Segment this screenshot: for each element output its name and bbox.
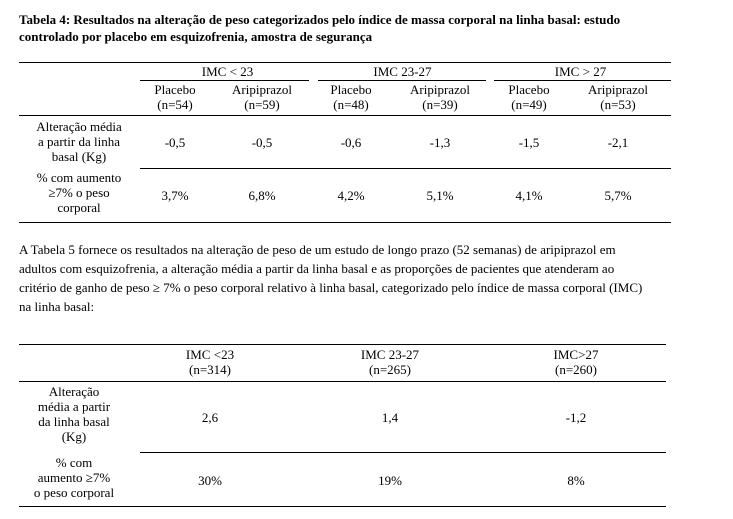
arm-name: Aripiprazol — [232, 82, 292, 97]
table5-cell: -1,2 — [565, 410, 587, 425]
table4-group-header: IMC 23-27 — [373, 64, 432, 79]
row-label-line: da linha basal — [38, 414, 110, 429]
table5-column-header: IMC 23-27 (n=265) — [320, 347, 460, 377]
paragraph-line: critério de ganho de peso ≥ 7% o peso co… — [19, 280, 643, 295]
paragraph-line: na linha basal: — [19, 299, 95, 314]
arm-name: Aripiprazol — [410, 82, 470, 97]
table5-top-rule — [19, 344, 666, 345]
table4-arm-header: Aripiprazol (n=59) — [222, 82, 302, 112]
row-label-line: média a partir — [37, 399, 111, 414]
body-paragraph: A Tabela 5 fornece os resultados na alte… — [19, 240, 725, 316]
table5-row-label: Alteração média a partir da linha basal … — [19, 384, 129, 444]
table5-row-label: % com aumento ≥7% o peso corporal — [19, 455, 129, 500]
table4-cell: -2,1 — [607, 135, 629, 150]
table5-cell: 19% — [378, 473, 402, 488]
arm-name: Placebo — [508, 82, 550, 97]
table5-column-header: IMC <23 (n=314) — [140, 347, 280, 377]
table4-title-line1: Tabela 4: Resultados na alteração de pes… — [19, 12, 621, 27]
column-name: IMC 23-27 — [360, 347, 420, 362]
column-n: (n=265) — [369, 362, 411, 377]
arm-n: (n=53) — [600, 97, 636, 112]
table4-row-label: % com aumento ≥7% o peso corporal — [19, 170, 139, 215]
table4-header-rule — [19, 115, 671, 116]
table4-cell: -1,5 — [518, 135, 540, 150]
arm-n: (n=59) — [244, 97, 280, 112]
column-name: IMC>27 — [553, 347, 599, 362]
table4-bottom-rule — [19, 222, 671, 223]
table4-group-header: IMC > 27 — [554, 64, 607, 79]
row-label-line: corporal — [57, 200, 101, 215]
table4-group-rule — [494, 80, 671, 81]
table5-bottom-rule — [19, 506, 666, 507]
table4-cell: 4,2% — [337, 188, 365, 203]
table5-column-header: IMC>27 (n=260) — [506, 347, 646, 377]
arm-name: Placebo — [330, 82, 372, 97]
table4-arm-header: Aripiprazol (n=53) — [578, 82, 658, 112]
row-label-line: a partir da linha — [38, 134, 120, 149]
table4-title-line2: controlado por placebo em esquizofrenia,… — [19, 29, 373, 44]
arm-n: (n=39) — [422, 97, 458, 112]
table4-group-rule — [318, 80, 486, 81]
column-name: IMC <23 — [185, 347, 235, 362]
row-label-line: aumento ≥7% — [37, 470, 111, 485]
row-label-line: % com aumento — [36, 170, 122, 185]
arm-n: (n=48) — [333, 97, 369, 112]
table5-header-rule — [19, 381, 666, 382]
row-label-line: (Kg) — [61, 429, 87, 444]
table4-group-header: IMC < 23 — [201, 64, 254, 79]
table4-cell: 5,1% — [426, 188, 454, 203]
table4-cell: 3,7% — [161, 188, 189, 203]
table4-arm-header: Placebo (n=48) — [316, 82, 386, 112]
table4-top-rule — [19, 62, 671, 63]
table4-cell: -1,3 — [429, 135, 451, 150]
table4-cell: -0,6 — [340, 135, 362, 150]
row-label-line: ≥7% o peso — [48, 185, 110, 200]
row-label-line: % com — [55, 455, 93, 470]
table4-group-rule — [140, 80, 309, 81]
table4-cell: 4,1% — [515, 188, 543, 203]
table4-arm-header: Aripiprazol (n=39) — [400, 82, 480, 112]
paragraph-line: A Tabela 5 fornece os resultados na alte… — [19, 242, 616, 257]
row-label-line: Alteração — [48, 384, 100, 399]
table5-cell: 8% — [567, 473, 585, 488]
table4-arm-header: Placebo (n=54) — [140, 82, 210, 112]
table4-cell: -0,5 — [251, 135, 273, 150]
table4-arm-header: Placebo (n=49) — [494, 82, 564, 112]
arm-n: (n=54) — [157, 97, 193, 112]
row-label-line: basal (Kg) — [51, 149, 107, 164]
column-n: (n=260) — [555, 362, 597, 377]
table4-row-label: Alteração média a partir da linha basal … — [19, 119, 139, 164]
table5-row-rule — [140, 452, 666, 453]
arm-n: (n=49) — [511, 97, 547, 112]
table4-cell: 5,7% — [604, 188, 632, 203]
table4-title: Tabela 4: Resultados na alteração de pes… — [19, 11, 719, 45]
table5-cell: 1,4 — [381, 410, 399, 425]
paragraph-line: adultos com esquizofrenia, a alteração m… — [19, 261, 615, 276]
table5-cell: 2,6 — [201, 410, 219, 425]
row-label-line: Alteração média — [36, 119, 122, 134]
table4-cell: 6,8% — [248, 188, 276, 203]
table5-cell: 30% — [198, 473, 222, 488]
table4-cell: -0,5 — [164, 135, 186, 150]
row-label-line: o peso corporal — [33, 485, 115, 500]
column-n: (n=314) — [189, 362, 231, 377]
arm-name: Placebo — [154, 82, 196, 97]
arm-name: Aripiprazol — [588, 82, 648, 97]
table4-row-rule — [140, 168, 671, 169]
